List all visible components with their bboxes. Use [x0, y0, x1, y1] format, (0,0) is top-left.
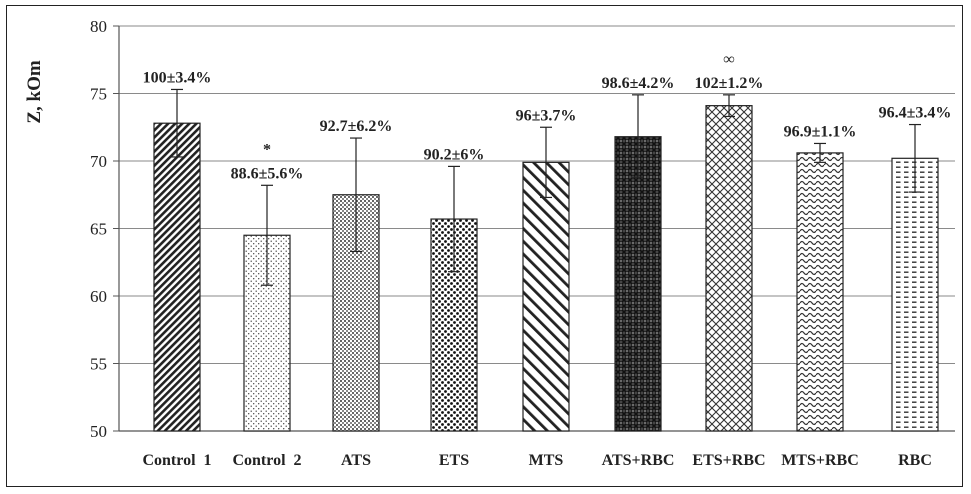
y-tick-label: 50	[90, 422, 107, 441]
category-label: RBC	[898, 452, 932, 469]
bar-8	[796, 152, 844, 432]
data-label: 100±3.4%	[143, 69, 212, 86]
data-label: 98.6±4.2%	[602, 75, 675, 92]
significance-mark: ∞	[723, 51, 734, 68]
data-label: 96.9±1.1%	[784, 123, 857, 140]
data-label: 90.2±6%	[424, 146, 485, 163]
y-axis-label: Z, kOm	[24, 60, 45, 124]
category-label: MTS+RBC	[781, 452, 859, 469]
y-tick-label: 75	[90, 85, 107, 104]
category-label: ATS+RBC	[602, 452, 675, 469]
category-label: ETS+RBC	[692, 452, 765, 469]
y-tick-label: 70	[90, 152, 107, 171]
category-label: Control 1	[142, 452, 211, 469]
bar-1	[153, 122, 201, 432]
y-tick-label: 80	[90, 17, 107, 36]
category-label: Control 2	[232, 452, 301, 469]
data-label: 92.7±6.2%	[320, 118, 393, 135]
data-label: 96±3.7%	[516, 107, 577, 124]
bar-6	[614, 136, 662, 432]
data-label: 88.6±5.6%	[231, 165, 304, 182]
y-tick-label: 55	[90, 355, 107, 374]
bar-9	[891, 157, 939, 432]
category-label: MTS	[529, 452, 564, 469]
bar-5	[522, 161, 570, 432]
bar-7	[705, 105, 753, 432]
data-label: 102±1.2%	[695, 75, 764, 92]
significance-mark: *	[263, 141, 271, 158]
category-label: ATS	[341, 452, 371, 469]
y-tick-label: 60	[90, 287, 107, 306]
y-tick-label: 65	[90, 220, 107, 239]
category-label: ETS	[439, 452, 469, 469]
data-label: 96.4±3.4%	[879, 105, 952, 122]
